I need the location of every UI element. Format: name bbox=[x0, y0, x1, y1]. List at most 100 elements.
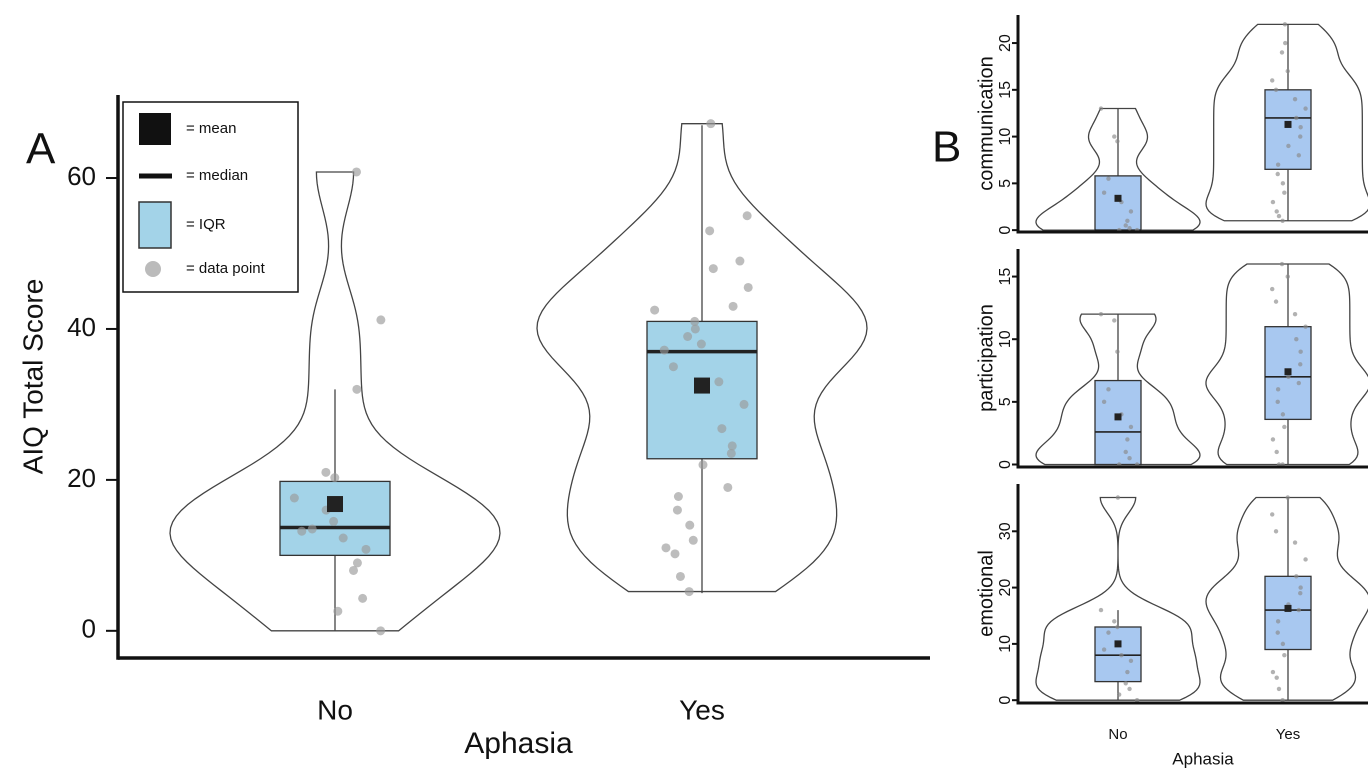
data-point bbox=[690, 324, 700, 334]
y-tick-label: 20 bbox=[67, 463, 96, 493]
data-point bbox=[1298, 362, 1303, 367]
data-point bbox=[690, 316, 700, 326]
data-point bbox=[1274, 209, 1279, 214]
data-point bbox=[1275, 399, 1280, 405]
legend-symbol bbox=[139, 113, 171, 145]
iqr-box bbox=[1094, 175, 1142, 231]
data-point bbox=[1127, 226, 1132, 231]
data-point bbox=[742, 211, 752, 221]
data-point bbox=[1128, 209, 1134, 214]
data-point bbox=[1273, 87, 1279, 93]
data-point bbox=[321, 467, 331, 477]
data-point bbox=[1298, 134, 1303, 139]
data-point bbox=[376, 626, 386, 636]
data-point bbox=[1116, 692, 1122, 697]
data-point bbox=[728, 301, 738, 311]
data-point bbox=[1282, 22, 1288, 27]
data-point bbox=[1283, 40, 1288, 46]
data-point bbox=[1127, 456, 1132, 461]
data-point bbox=[1270, 199, 1276, 205]
y-tick-label: 15 bbox=[997, 81, 1014, 99]
x-tick-label: No bbox=[317, 694, 353, 725]
data-point bbox=[1125, 669, 1130, 675]
data-point bbox=[1101, 647, 1107, 652]
data-point bbox=[1294, 115, 1299, 121]
data-point bbox=[743, 282, 753, 292]
data-point bbox=[358, 593, 368, 603]
data-point bbox=[348, 565, 358, 575]
data-point bbox=[1285, 68, 1290, 74]
data-point bbox=[1275, 387, 1281, 392]
legend-label: = mean bbox=[186, 120, 236, 137]
mean bbox=[1114, 194, 1122, 202]
data-point bbox=[1125, 218, 1130, 223]
data-point bbox=[696, 339, 706, 349]
data-point bbox=[1294, 574, 1299, 579]
y-tick-label: 0 bbox=[997, 696, 1014, 705]
data-point bbox=[1280, 412, 1286, 417]
y-tick-label: 5 bbox=[997, 179, 1014, 188]
data-point bbox=[1270, 286, 1275, 292]
data-point bbox=[726, 448, 736, 458]
mean bbox=[1114, 413, 1122, 421]
data-point bbox=[307, 524, 317, 534]
panel-label: B bbox=[932, 123, 961, 172]
x-tick-label: No bbox=[1108, 726, 1127, 743]
data-point bbox=[338, 533, 348, 543]
y-tick-label: 10 bbox=[997, 128, 1014, 146]
iqr-box bbox=[1264, 89, 1312, 170]
data-point bbox=[1282, 652, 1287, 658]
y-axis-label: AIQ Total Score bbox=[17, 279, 48, 475]
data-point bbox=[1292, 96, 1298, 102]
data-point bbox=[685, 520, 695, 530]
data-point bbox=[688, 535, 698, 545]
data-point bbox=[672, 505, 682, 515]
data-point bbox=[1115, 349, 1120, 354]
data-point bbox=[1128, 424, 1134, 430]
y-tick-label: 0 bbox=[997, 460, 1014, 469]
data-point bbox=[1273, 529, 1279, 534]
y-tick-label: 0 bbox=[82, 614, 96, 644]
mean bbox=[1114, 640, 1122, 648]
y-axis-label: communication bbox=[975, 56, 997, 191]
data-point bbox=[1112, 619, 1117, 624]
mean bbox=[1284, 368, 1292, 376]
data-point bbox=[1275, 171, 1280, 177]
data-point bbox=[1298, 585, 1303, 590]
data-point bbox=[1123, 449, 1128, 455]
data-point bbox=[1303, 324, 1308, 329]
data-point bbox=[352, 384, 362, 394]
data-point bbox=[1296, 380, 1302, 386]
data-point bbox=[1123, 223, 1128, 228]
data-point bbox=[668, 362, 678, 372]
data-point bbox=[735, 256, 745, 266]
panel-label: A bbox=[26, 125, 56, 174]
data-point bbox=[1298, 591, 1303, 596]
data-point bbox=[1127, 686, 1132, 692]
data-point bbox=[684, 587, 694, 597]
data-point bbox=[1282, 424, 1287, 430]
data-point bbox=[1296, 607, 1302, 613]
data-point bbox=[1275, 630, 1280, 635]
data-point bbox=[351, 167, 361, 177]
data-point bbox=[1273, 299, 1279, 304]
data-point bbox=[717, 424, 727, 434]
data-point bbox=[1098, 106, 1104, 111]
data-point bbox=[727, 441, 737, 451]
y-tick-label: 10 bbox=[997, 635, 1014, 653]
data-point bbox=[1106, 387, 1111, 392]
data-point bbox=[1270, 437, 1276, 442]
data-point bbox=[1285, 495, 1290, 500]
data-point bbox=[289, 493, 299, 503]
data-point bbox=[698, 460, 708, 470]
data-point bbox=[1280, 181, 1286, 186]
legend-symbol bbox=[145, 261, 161, 277]
y-tick-label: 5 bbox=[997, 397, 1014, 406]
data-point bbox=[723, 482, 733, 492]
data-point bbox=[1134, 697, 1140, 703]
data-point bbox=[1292, 311, 1298, 317]
data-point bbox=[352, 558, 362, 568]
data-point bbox=[1098, 607, 1104, 613]
data-point bbox=[1276, 213, 1282, 219]
data-point bbox=[683, 332, 693, 342]
